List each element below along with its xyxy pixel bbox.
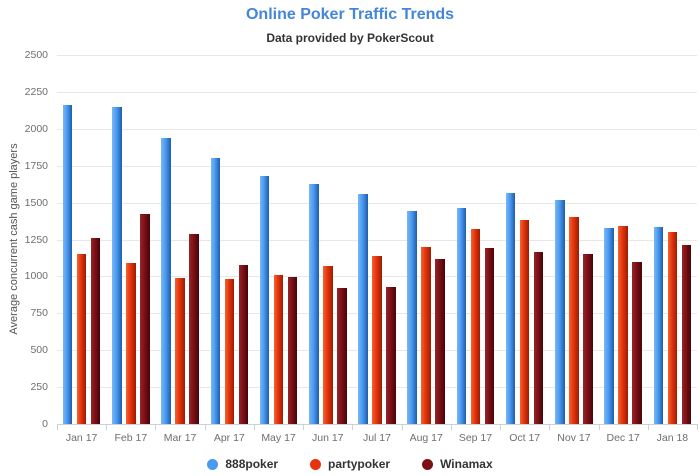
bar-winamax-jan-17[interactable]: [90, 238, 101, 424]
bar-888poker-jul-17[interactable]: [358, 193, 368, 424]
bar-partypoker-nov-17[interactable]: [569, 217, 579, 424]
bar-888poker-may-17[interactable]: [259, 176, 270, 424]
x-axis-line: [57, 424, 698, 425]
gridline-2250: [57, 91, 697, 93]
x-tick: [204, 424, 206, 430]
x-tick: [697, 424, 698, 430]
bar-winamax-oct-17[interactable]: [533, 252, 544, 424]
gridline-1250: [57, 239, 697, 241]
gridline-2000: [57, 128, 697, 130]
y-tick-label-1250: 1250: [24, 233, 48, 246]
bar-winamax-mar-17[interactable]: [189, 233, 199, 424]
x-cat-label-dec-17: Dec 17: [606, 432, 640, 444]
y-tick-label-1750: 1750: [24, 159, 48, 172]
bar-winamax-jun-17[interactable]: [337, 288, 347, 424]
x-tick: [549, 424, 551, 430]
bar-888poker-oct-17[interactable]: [505, 193, 516, 424]
bar-winamax-dec-17[interactable]: [632, 262, 642, 424]
bar-888poker-jun-17[interactable]: [309, 184, 319, 424]
bar-partypoker-aug-17[interactable]: [421, 246, 431, 424]
x-tick: [401, 424, 403, 430]
bar-winamax-feb-17[interactable]: [140, 214, 150, 424]
bar-partypoker-oct-17[interactable]: [519, 219, 530, 424]
bar-888poker-sep-17[interactable]: [456, 207, 467, 424]
bar-888poker-feb-17[interactable]: [112, 106, 122, 424]
x-cat-label-nov-17: Nov 17: [557, 432, 591, 444]
bar-888poker-aug-17[interactable]: [407, 211, 417, 424]
legend-label: 888poker: [225, 457, 279, 471]
x-tick: [647, 424, 649, 430]
bar-winamax-jan-18[interactable]: [681, 244, 692, 424]
y-tick-label-250: 250: [30, 381, 48, 394]
x-cat-label-feb-17: Feb 17: [114, 432, 148, 444]
bar-winamax-sep-17[interactable]: [484, 248, 495, 424]
bar-888poker-jan-18[interactable]: [653, 226, 664, 424]
y-tick-label-2000: 2000: [24, 122, 48, 135]
x-cat-label-jul-17: Jul 17: [362, 432, 391, 444]
legend-marker-icon: [422, 458, 434, 470]
legend-label: partypoker: [328, 457, 391, 471]
y-tick-label-0: 0: [42, 418, 48, 430]
chart-subtitle: Data provided by PokerScout: [266, 31, 434, 45]
legend-item-888poker[interactable]: 888poker: [207, 457, 278, 471]
legend-item-winamax[interactable]: Winamax: [422, 457, 493, 471]
legend-marker-icon: [310, 458, 322, 470]
y-tick-label-2250: 2250: [24, 85, 48, 98]
x-tick: [303, 424, 305, 430]
bar-888poker-mar-17[interactable]: [161, 137, 171, 424]
plot-area: [57, 55, 697, 424]
x-cat-label-oct-17: Oct 17: [509, 432, 541, 444]
bar-partypoker-sep-17[interactable]: [470, 229, 481, 424]
bar-partypoker-feb-17[interactable]: [126, 263, 136, 424]
x-cat-label-jan-17: Jan 17: [65, 432, 98, 444]
x-cat-label-jun-17: Jun 17: [311, 432, 344, 444]
bar-winamax-may-17[interactable]: [287, 277, 298, 424]
bar-partypoker-mar-17[interactable]: [175, 277, 185, 424]
y-tick-label-1500: 1500: [24, 196, 48, 209]
bar-888poker-jan-17[interactable]: [62, 105, 73, 424]
bar-partypoker-jan-18[interactable]: [667, 232, 678, 424]
x-cat-label-may-17: May 17: [261, 432, 296, 444]
y-tick-label-2500: 2500: [24, 49, 48, 61]
y-tick-label-1000: 1000: [24, 270, 48, 283]
y-tick-label-750: 750: [30, 307, 48, 320]
bar-winamax-nov-17[interactable]: [583, 254, 593, 424]
x-tick: [352, 424, 354, 430]
bar-888poker-nov-17[interactable]: [555, 199, 565, 424]
legend-label: Winamax: [440, 457, 493, 471]
legend-item-partypoker[interactable]: partypoker: [310, 457, 390, 471]
x-cat-label-jan-18: Jan 18: [656, 432, 689, 444]
x-tick: [598, 424, 600, 430]
gridline-1500: [57, 202, 697, 204]
x-cat-label-mar-17: Mar 17: [163, 432, 197, 444]
gridline-1750: [57, 165, 697, 167]
y-tick-label-500: 500: [30, 344, 48, 357]
bar-partypoker-jan-17[interactable]: [76, 254, 87, 424]
legend-marker-icon: [207, 458, 219, 470]
bar-partypoker-dec-17[interactable]: [618, 226, 628, 424]
x-tick: [450, 424, 452, 430]
x-cat-label-aug-17: Aug 17: [409, 432, 443, 444]
bar-partypoker-jul-17[interactable]: [372, 255, 382, 424]
gridline-2500: [57, 55, 697, 56]
bar-winamax-apr-17[interactable]: [238, 265, 249, 424]
chart-title: Online Poker Traffic Trends: [245, 6, 455, 23]
x-cat-label-apr-17: Apr 17: [213, 432, 245, 444]
x-tick: [253, 424, 255, 430]
bar-winamax-aug-17[interactable]: [435, 258, 445, 424]
x-tick: [155, 424, 157, 430]
x-tick: [500, 424, 502, 430]
bar-888poker-dec-17[interactable]: [604, 228, 614, 424]
legend: 888poker partypoker Winamax: [0, 454, 700, 474]
bar-partypoker-may-17[interactable]: [273, 274, 284, 424]
bar-888poker-apr-17[interactable]: [210, 158, 221, 424]
x-tick: [57, 424, 58, 430]
x-cat-label-sep-17: Sep 17: [458, 432, 493, 444]
x-tick: [106, 424, 108, 430]
bar-partypoker-apr-17[interactable]: [224, 279, 235, 424]
bar-winamax-jul-17[interactable]: [386, 286, 396, 424]
bar-partypoker-jun-17[interactable]: [323, 266, 333, 424]
